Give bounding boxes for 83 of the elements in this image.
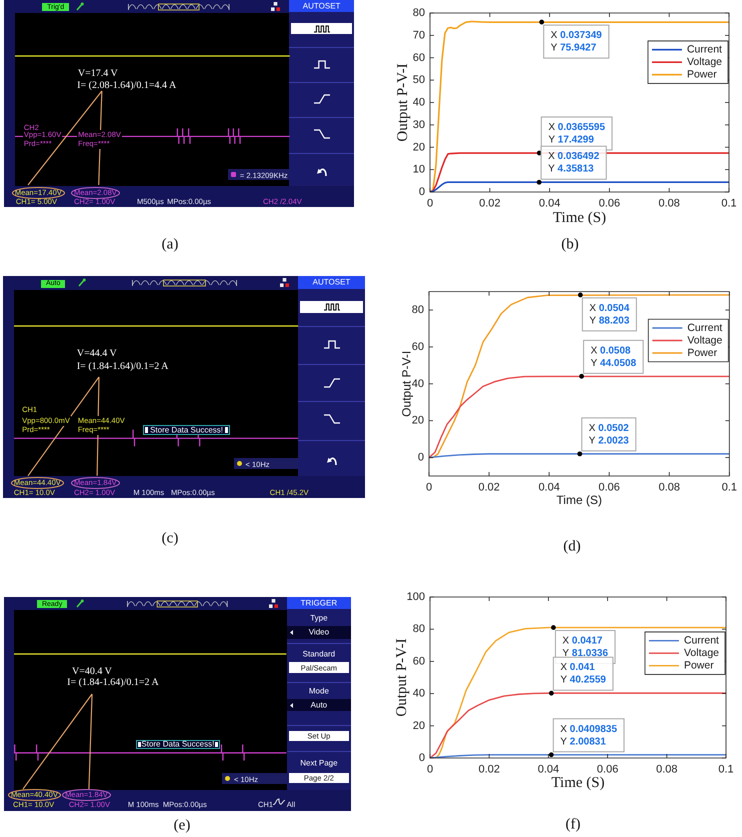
y-tick-label: 40 — [412, 378, 424, 390]
x-tick-label: 0.08 — [658, 482, 680, 494]
y-tick-label: 70 — [412, 29, 425, 42]
y-tick-label: 40 — [412, 688, 425, 700]
y-tick-label: 100 — [406, 591, 425, 604]
x-axis-title: Time (S) — [551, 774, 605, 791]
text: Standard — [302, 649, 336, 658]
text: Type — [310, 614, 328, 623]
text: Video — [308, 628, 330, 637]
legend-label: Voltage — [686, 56, 722, 68]
text: (a) — [162, 236, 178, 254]
annotation: X 0.0508 Y 44.0508 — [590, 345, 637, 369]
annotation: X 0.036492 Y 4.35813 — [548, 151, 600, 175]
y-tick-label: 60 — [412, 340, 424, 353]
x-tick-label: 0.08 — [658, 198, 680, 210]
text: AUTOSET — [312, 278, 350, 287]
x-tick-label: 0.1 — [722, 482, 738, 494]
y-tick-label: 10 — [412, 164, 425, 176]
x-tick-label: 0.08 — [656, 764, 678, 776]
y-tick-label: 80 — [412, 304, 424, 316]
text: V=40.4 V — [72, 666, 112, 677]
y-tick-label: 0 — [418, 752, 425, 764]
text: Auto — [310, 700, 328, 710]
y-tick-label: 40 — [412, 96, 425, 109]
legend-label: Current — [684, 634, 720, 647]
text: V=17.4 V — [78, 68, 118, 79]
annotation: X 0.0365595 Y 17.4299 — [548, 122, 606, 146]
legend-label: Current — [686, 44, 722, 56]
y-tick-label: 80 — [412, 7, 425, 20]
text: I= (1.84-1.64)/0.1=2 A — [76, 361, 168, 372]
annotation: X 0.0409835 Y 2.00831 — [560, 724, 618, 748]
legend-label: Voltage — [687, 334, 723, 346]
text: Mode — [308, 686, 329, 696]
x-tick-label: 0.1 — [718, 764, 734, 776]
y-tick-label: 30 — [412, 118, 425, 131]
text: I= (1.84-1.64)/0.1=2 A — [67, 677, 159, 688]
y-tick-label: 20 — [412, 414, 424, 427]
x-tick-label: 0.04 — [538, 764, 560, 776]
legend-label: Power — [687, 346, 718, 359]
x-tick-label: 0.02 — [479, 198, 501, 210]
x-tick-label: 0.06 — [598, 198, 620, 210]
legend-label: Current — [687, 322, 722, 334]
text: V=44.4 V — [76, 348, 117, 359]
x-tick-label: 0.06 — [598, 482, 620, 494]
x-tick-label: 0.1 — [721, 198, 737, 210]
text: (d) — [563, 538, 581, 556]
legend-label: Power — [686, 68, 718, 81]
y-tick-label: 0 — [418, 186, 425, 198]
text: (c) — [162, 530, 178, 548]
x-tick-label: 0.04 — [538, 198, 560, 210]
x-tick-label: 0 — [426, 764, 434, 776]
x-axis-title: Time (S) — [552, 210, 606, 226]
annotation: X 0.0417 Y 81.0336 — [562, 636, 608, 660]
text: AUTOSET — [302, 2, 340, 10]
y-tick-label: 80 — [412, 623, 425, 636]
legend-label: Voltage — [684, 647, 720, 660]
y-axis-title: Output P-V-I — [394, 63, 411, 142]
y-axis-title: Output P-V-I — [400, 350, 414, 417]
annotation: X 0.037349 Y 75.9427 — [550, 30, 602, 54]
text: (b) — [561, 236, 579, 254]
text: Store Data Success! — [150, 425, 223, 434]
x-tick-label: 0 — [426, 198, 434, 210]
text: TRIGGER — [300, 598, 338, 608]
y-tick-label: 0 — [418, 452, 424, 464]
legend-label: Power — [684, 660, 714, 672]
text: (f) — [566, 816, 580, 834]
x-tick-label: 0.02 — [478, 764, 500, 776]
annotation: X 0.0504 Y 88.203 — [589, 302, 630, 326]
annotation: X 0.0502 Y 2.0023 — [588, 422, 630, 446]
x-tick-label: 0.04 — [538, 482, 560, 494]
y-tick-label: 60 — [412, 52, 425, 64]
y-tick-label: 50 — [412, 74, 425, 86]
x-axis-title: Time (S) — [556, 493, 602, 508]
x-tick-label: 0.06 — [596, 764, 618, 776]
text: (e) — [174, 818, 190, 834]
y-tick-label: 60 — [412, 655, 425, 668]
text: I= (2.08-1.64)/0.1=4.4 A — [77, 80, 176, 91]
y-tick-label: 20 — [412, 141, 425, 154]
x-tick-label: 0.02 — [478, 482, 500, 494]
y-axis-title: Output P-V-I — [394, 638, 410, 717]
y-tick-label: 20 — [412, 720, 425, 732]
text: Next Page — [300, 758, 338, 768]
annotation: X 0.041 Y 40.2559 — [560, 662, 606, 686]
